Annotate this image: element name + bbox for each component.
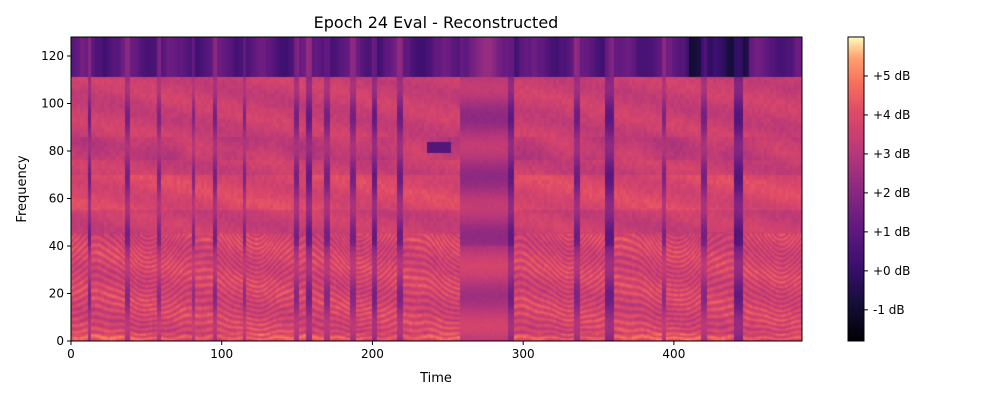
heatmap-canvas	[71, 37, 802, 341]
x-tick-label: 0	[67, 347, 75, 361]
x-tick-label: 300	[512, 347, 535, 361]
colorbar-tick-label: +5 dB	[873, 69, 910, 83]
y-axis: 0 20 40 60 80 100 120	[41, 49, 71, 348]
colorbar-tick-label: +3 dB	[873, 147, 910, 161]
y-tick-label: 20	[49, 287, 64, 301]
colorbar-ticks: -1 dB +0 dB +1 dB +2 dB +3 dB +4 dB +5 dB	[864, 69, 910, 317]
y-tick-label: 0	[56, 334, 64, 348]
colorbar	[847, 36, 865, 342]
colorbar-tick-label: +2 dB	[873, 186, 910, 200]
y-tick-label: 100	[41, 97, 64, 111]
x-tick-label: 200	[361, 347, 384, 361]
chart-title: Epoch 24 Eval - Reconstructed	[314, 13, 559, 32]
heatmap-area	[71, 37, 802, 341]
colorbar-tick-label: -1 dB	[873, 303, 905, 317]
y-tick-label: 80	[49, 144, 64, 158]
y-tick-label: 40	[49, 239, 64, 253]
x-tick-label: 100	[210, 347, 233, 361]
colorbar-tick-label: +1 dB	[873, 225, 910, 239]
y-tick-label: 120	[41, 49, 64, 63]
x-axis: 0 100 200 300 400	[67, 341, 685, 361]
colorbar-tick-label: +4 dB	[873, 108, 910, 122]
x-axis-label: Time	[419, 371, 452, 386]
colorbar-tick-label: +0 dB	[873, 264, 910, 278]
y-axis-label: Frequency	[15, 155, 30, 222]
x-tick-label: 400	[662, 347, 685, 361]
plot-frame	[70, 36, 803, 342]
y-tick-label: 60	[49, 192, 64, 206]
